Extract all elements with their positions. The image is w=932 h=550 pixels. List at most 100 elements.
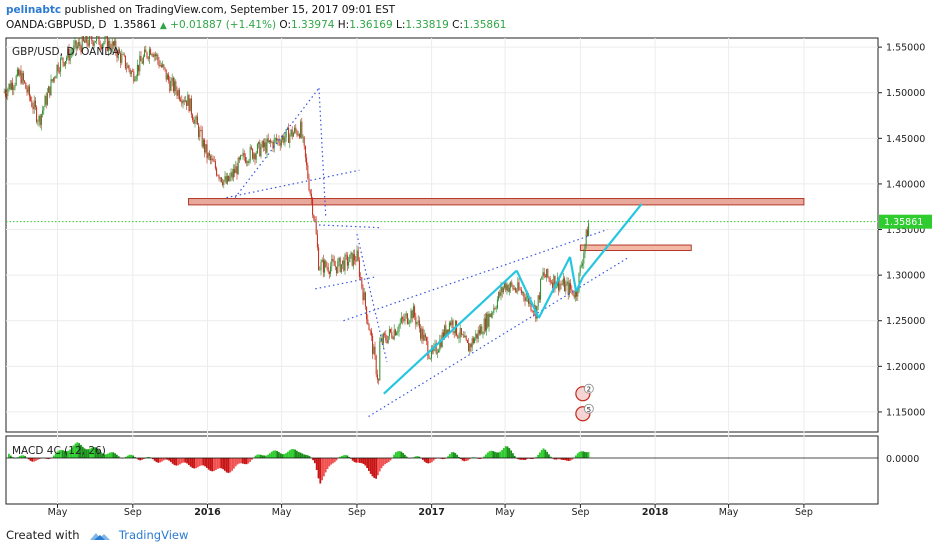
event-count: 2 <box>587 386 591 394</box>
candle-body <box>85 36 87 43</box>
candle-body <box>226 175 228 184</box>
macd-bar <box>535 457 538 458</box>
candle-body <box>228 175 230 181</box>
candle-body <box>163 64 165 68</box>
candle-body <box>349 254 351 263</box>
cyan-wave-segment <box>568 256 578 292</box>
candle-body <box>316 234 318 248</box>
macd-bar <box>110 452 113 458</box>
macd-bar <box>580 451 583 458</box>
candle-body <box>21 73 23 84</box>
candle-body <box>577 291 579 297</box>
macd-bar <box>483 456 485 458</box>
time-tick-label: Sep <box>124 507 142 518</box>
candle-body <box>168 74 170 81</box>
candle-body <box>86 36 88 44</box>
author-link[interactable]: pelinabtc <box>6 4 62 16</box>
pennant-lower-dotted-line <box>315 276 376 290</box>
candle-body <box>28 86 30 97</box>
candle-body <box>307 165 309 179</box>
macd-bar <box>242 458 244 464</box>
macd-bar <box>459 458 462 459</box>
candle-body <box>301 121 303 138</box>
candle-body <box>498 292 500 300</box>
price-tick-label: 1.55000 <box>886 43 925 54</box>
tradingview-brand-link[interactable]: TradingView <box>118 528 189 542</box>
open-value: 1.33974 <box>291 19 335 31</box>
candle-body <box>117 49 119 58</box>
time-tick-label: 2018 <box>642 507 669 518</box>
candle-body <box>369 330 371 331</box>
candle-body <box>166 74 168 80</box>
candle-body <box>274 138 276 139</box>
candle-body <box>460 328 462 335</box>
cyan-wave-segment <box>383 269 518 395</box>
macd-bar <box>524 458 527 460</box>
macd-bar <box>324 458 327 473</box>
cyan-wave-segment <box>575 276 584 293</box>
candle-body <box>148 49 150 59</box>
macd-bar <box>231 458 233 471</box>
price-tick-label: 1.45000 <box>886 134 925 145</box>
macd-bar <box>29 458 32 461</box>
macd-bar <box>161 458 163 462</box>
macd-bar <box>321 458 323 481</box>
candle-body <box>417 320 419 323</box>
price-axis[interactable]: 1.55000 1.50000 1.45000 1.40000 1.35000 1.300… <box>878 43 925 419</box>
candle-body <box>278 139 280 144</box>
candle-body <box>334 265 336 267</box>
macd-bar <box>542 448 545 458</box>
candle-body <box>309 190 311 194</box>
chart-canvas[interactable]: 25 1.550001.500001.450001.400001.350001.… <box>0 36 932 520</box>
macd-bar <box>312 458 314 461</box>
candle-body <box>68 48 70 61</box>
candle-body <box>255 153 257 160</box>
candle-body <box>490 313 492 317</box>
macd-bar <box>387 458 390 463</box>
candle-body <box>393 329 395 339</box>
candle-body <box>379 341 381 381</box>
candle-body <box>312 199 314 216</box>
candle-body <box>452 320 454 331</box>
macd-bar <box>243 458 246 465</box>
macd-bar <box>519 458 521 460</box>
macd-bar <box>238 458 241 464</box>
low-value: 1.33819 <box>405 19 449 31</box>
macd-bar <box>177 458 179 466</box>
current-price-label: 1.35861 <box>884 217 923 228</box>
macd-bar <box>485 454 487 458</box>
candle-body <box>141 61 143 64</box>
candle-body <box>360 277 362 278</box>
candle-body <box>502 287 504 293</box>
candle-body <box>33 100 35 110</box>
candle-body <box>529 300 531 304</box>
macd-bar <box>296 450 298 458</box>
macd-bar <box>126 455 129 458</box>
candle-body <box>72 52 74 53</box>
candle-body <box>321 259 323 263</box>
candle-body <box>40 114 42 125</box>
macd-bar <box>558 458 561 460</box>
candle-body <box>292 132 294 137</box>
candle-body <box>18 69 20 76</box>
macd-bar <box>569 458 572 461</box>
time-axis[interactable]: May Sep 2016 May Sep 2017 May Sep 2018 May Sep <box>48 504 813 518</box>
macd-bar <box>38 458 41 460</box>
time-tick-label: 2016 <box>194 507 221 518</box>
macd-name: MACD 4C <box>12 445 61 457</box>
candle-body <box>426 337 428 342</box>
macd-bar <box>256 454 259 458</box>
candle-body <box>448 322 450 333</box>
macd-bar <box>81 446 84 458</box>
candle-body <box>222 181 224 185</box>
candle-body <box>562 278 564 285</box>
candle-body <box>478 329 480 334</box>
candle-body <box>169 80 171 91</box>
macd-bar <box>74 443 77 458</box>
macd-bar <box>584 451 586 458</box>
candle-body <box>164 67 166 70</box>
time-tick-label: May <box>719 507 739 518</box>
candle-body <box>295 127 297 131</box>
macd-bar <box>398 451 401 458</box>
candle-body <box>403 319 405 321</box>
